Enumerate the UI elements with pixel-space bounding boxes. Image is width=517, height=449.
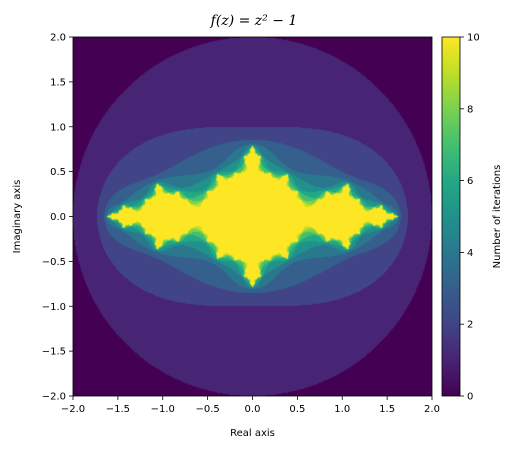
colorbar-tick-label: 4 — [467, 248, 473, 259]
colorbar-tick-label: 8 — [467, 104, 473, 115]
colorbar-label: Number of iterations — [492, 165, 503, 269]
y-tick-label: 2.0 — [50, 33, 66, 44]
y-tick-label: 1.0 — [50, 122, 66, 133]
y-axis-label: Imaginary axis — [12, 180, 23, 254]
x-axis-label: Real axis — [230, 428, 275, 439]
heatmap-image — [73, 37, 432, 396]
colorbar-frame — [441, 36, 461, 397]
colorbar-ticks: 0 2 4 6 8 10 — [460, 33, 480, 403]
colorbar-tick-label: 10 — [467, 33, 480, 44]
y-tick-label: 1.5 — [50, 77, 66, 88]
y-tick-label: 0.0 — [50, 212, 66, 223]
y-tick-label: −0.5 — [42, 257, 66, 268]
y-axis: −2.0 −1.5 −1.0 −0.5 0.0 0.5 1.0 1.5 2.0 — [42, 33, 73, 403]
x-tick-label: 0.5 — [289, 404, 305, 415]
x-tick-label: 1.5 — [379, 404, 395, 415]
colorbar-gradient — [442, 37, 460, 396]
x-tick-label: 0.0 — [245, 404, 261, 415]
chart-title: f(z) = z² − 1 — [210, 13, 298, 29]
y-tick-label: −2.0 — [42, 392, 66, 403]
y-tick-label: −1.0 — [42, 302, 66, 313]
x-tick-label: −0.5 — [195, 404, 219, 415]
colorbar: 0 2 4 6 8 10 Number of iterations — [441, 33, 503, 403]
x-tick-label: 1.0 — [334, 404, 350, 415]
colorbar-tick-label: 0 — [467, 392, 473, 403]
x-tick-label: −1.5 — [106, 404, 130, 415]
x-axis: −2.0 −1.5 −1.0 −0.5 0.0 0.5 1.0 1.5 2.0 — [61, 396, 440, 415]
y-tick-label: −1.5 — [42, 347, 66, 358]
colorbar-tick-label: 6 — [467, 176, 473, 187]
colorbar-tick-label: 2 — [467, 320, 473, 331]
x-tick-label: −2.0 — [61, 404, 85, 415]
x-tick-label: 2.0 — [424, 404, 440, 415]
y-tick-label: 0.5 — [50, 167, 66, 178]
x-tick-label: −1.0 — [151, 404, 175, 415]
plot-area — [72, 36, 433, 397]
